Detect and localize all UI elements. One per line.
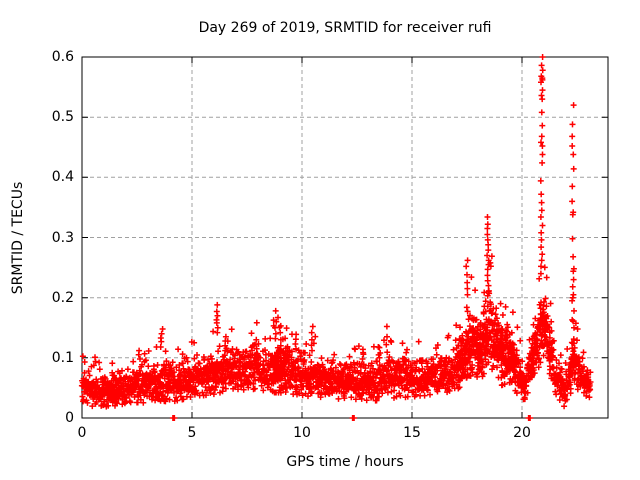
- x-tick-label: 5: [187, 425, 197, 441]
- y-tick-label: 0.1: [51, 349, 74, 366]
- y-tick-label: 0.6: [51, 49, 74, 65]
- y-axis-label: SRMTID / TECUs: [10, 181, 26, 295]
- y-tick-label: 0.4: [51, 169, 74, 186]
- x-tick-label: 10: [293, 425, 311, 441]
- y-tick-label: 0: [65, 410, 74, 426]
- x-tick-label: 15: [403, 425, 421, 441]
- x-tick-label: 20: [513, 425, 531, 441]
- chart-title: Day 269 of 2019, SRMTID for receiver ruf…: [198, 20, 492, 36]
- plot-frame: [81, 56, 609, 419]
- grid-lines: [83, 58, 607, 417]
- y-tick-label: 0.3: [51, 229, 74, 246]
- scatter-points: [78, 54, 594, 421]
- x-axis-label: GPS time / hours: [286, 454, 404, 470]
- y-tick-label: 0.5: [51, 109, 74, 126]
- y-tick-label: 0.2: [51, 289, 74, 306]
- x-tick-label: 0: [77, 425, 87, 441]
